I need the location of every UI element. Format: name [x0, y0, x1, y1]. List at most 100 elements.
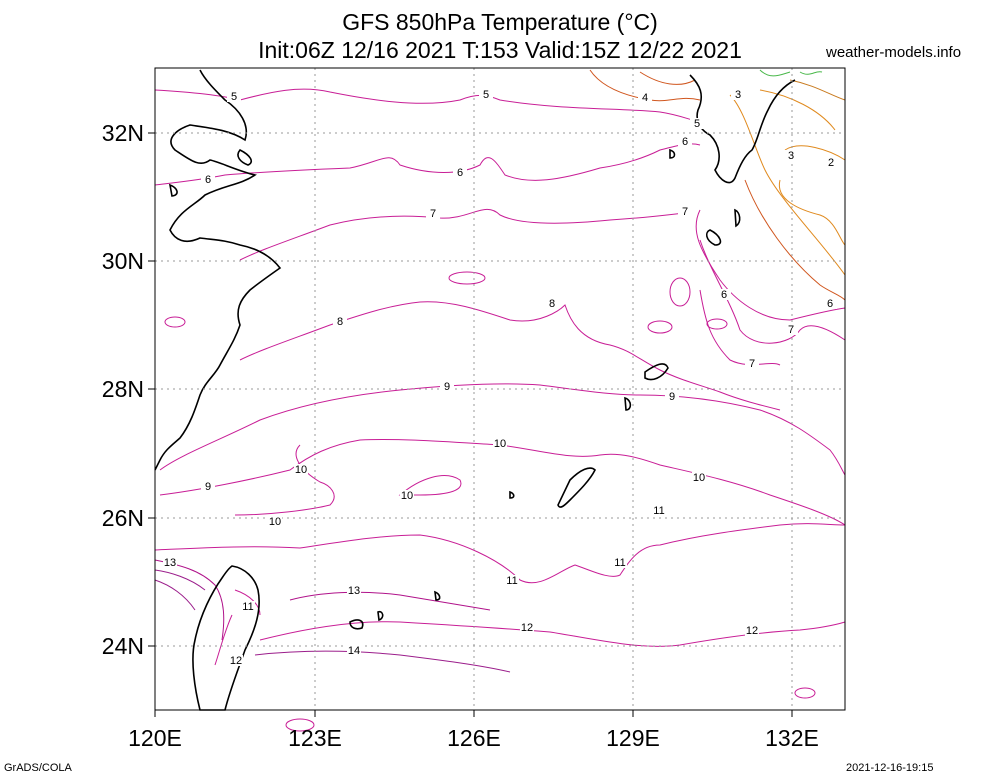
y-tick-label: 28N: [102, 376, 144, 402]
footer-timestamp: 2021-12-16-19:15: [846, 762, 934, 774]
contour-label: 3: [735, 89, 741, 101]
contour-label-bg: [690, 118, 704, 129]
contour-label-bg: [678, 136, 692, 147]
contour-label-bg: [717, 289, 731, 300]
coast-ryukyu: [644, 363, 669, 381]
contour-4: [639, 71, 696, 85]
contour-label: 10: [295, 464, 307, 476]
contour-label-bg: [241, 601, 255, 612]
contour-label-bg: [163, 557, 177, 568]
contour-label-group: 2334555666667777788999101010101011111111…: [163, 89, 838, 667]
map-axes: 120E 123E 126E 129E 132E 32N 30N 28N 26N 24N: [102, 120, 819, 751]
contour-label-bg: [347, 645, 361, 656]
contour-label: 6: [721, 289, 727, 301]
contour-label-bg: [493, 438, 507, 449]
coast-kyushu: [689, 74, 796, 184]
contour-green: [759, 69, 791, 77]
contour-label: 7: [749, 358, 755, 370]
coast-island: [168, 183, 178, 197]
contour-3: [789, 79, 846, 101]
contour-label-bg: [347, 585, 361, 596]
coast-ryukyu: [669, 148, 676, 159]
contour-7: [239, 209, 691, 261]
contour-label-bg: [638, 92, 652, 103]
coast-ryukyu: [434, 590, 441, 601]
contour-label-bg: [505, 575, 519, 586]
contour-label: 9: [444, 381, 450, 393]
coast-kyushu: [734, 208, 741, 228]
contour-label: 8: [337, 316, 343, 328]
contour-12: [259, 621, 846, 647]
contour-label-bg: [268, 516, 282, 527]
coast-ryukyu: [349, 619, 364, 630]
contour-2: [784, 145, 846, 161]
contour-label: 9: [205, 481, 211, 493]
x-tick-label: 132E: [765, 725, 819, 751]
contour-label-bg: [545, 298, 559, 309]
contour-label: 2: [828, 157, 834, 169]
contour-8: [239, 301, 781, 411]
contour-label-bg: [823, 298, 837, 309]
contour-9: [159, 383, 846, 476]
coast-ryukyu: [509, 490, 515, 499]
y-tick-label: 26N: [102, 505, 144, 531]
contour-label-bg: [665, 391, 679, 402]
contour-label-bg: [613, 557, 627, 568]
coast-ryukyu: [377, 610, 384, 622]
contour-green: [799, 71, 823, 75]
contour-3: [729, 94, 846, 276]
contour-10: [398, 475, 462, 496]
contour-label: 11: [614, 557, 625, 569]
coast-island: [237, 149, 252, 166]
coast-kyushu: [705, 229, 722, 246]
contour-label-bg: [400, 490, 414, 501]
contour-14: [254, 650, 511, 673]
contour-4b: [744, 179, 846, 301]
contour-label-bg: [201, 481, 215, 492]
coast-ryukyu: [557, 467, 596, 508]
contour-7: [699, 289, 781, 366]
contour-label: 14: [348, 645, 360, 657]
contour-label: 7: [682, 206, 688, 218]
contour-label-bg: [824, 157, 838, 168]
contour-label: 11: [242, 601, 253, 613]
contour-label: 4: [642, 92, 648, 104]
contour-label-bg: [745, 625, 759, 636]
contour-6: [154, 143, 701, 186]
contour-label: 7: [788, 324, 794, 336]
contour-label: 10: [269, 516, 281, 528]
contour-label-bg: [227, 91, 241, 102]
y-tick-label: 32N: [102, 120, 144, 146]
contour-label: 12: [746, 625, 758, 637]
contour-label: 6: [205, 174, 211, 186]
contour-label-bg: [453, 167, 467, 178]
coastlines: [154, 69, 796, 711]
contour-label-bg: [678, 206, 692, 217]
contour-label-bg: [333, 316, 347, 327]
contour-6: [695, 209, 846, 321]
contour-label: 12: [521, 622, 533, 634]
site-credit: weather-models.info: [826, 44, 962, 61]
contour-label: 9: [669, 391, 675, 403]
contour-10: [234, 444, 335, 516]
contour-label-bg: [440, 381, 454, 392]
contour-label: 5: [231, 91, 237, 103]
y-tick-label: 24N: [102, 633, 144, 659]
footer-credit: GrADS/COLA: [4, 762, 72, 774]
contour-label: 13: [164, 557, 176, 569]
contour-label-bg: [784, 324, 798, 335]
contour-label-bg: [520, 622, 534, 633]
contour-label-bg: [784, 150, 798, 161]
contour-label: 6: [457, 167, 463, 179]
contour-11: [154, 523, 846, 584]
map-subtitle: Init:06Z 12/16 2021 T:153 Valid:15Z 12/2…: [258, 37, 742, 63]
contour-11: [234, 589, 261, 616]
x-tick-label: 120E: [128, 725, 182, 751]
coast-ryukyu: [624, 396, 632, 411]
contour-label-bg: [426, 208, 440, 219]
contour-label-bg: [652, 505, 666, 516]
coast-china: [154, 69, 282, 471]
x-tick-label: 126E: [447, 725, 501, 751]
contour-10: [159, 438, 846, 526]
